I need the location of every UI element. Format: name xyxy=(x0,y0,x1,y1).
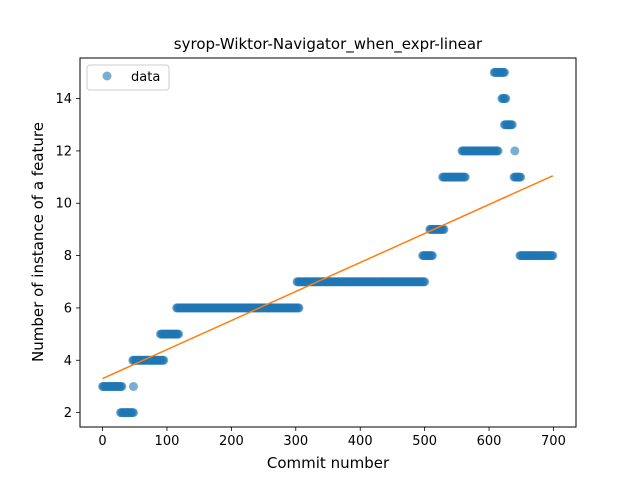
x-axis-label: Commit number xyxy=(267,454,390,472)
y-tick-label: 10 xyxy=(55,197,72,212)
y-tick-label: 6 xyxy=(64,301,72,316)
x-tick-label: 0 xyxy=(98,434,106,449)
data-point xyxy=(128,381,138,391)
data-point xyxy=(493,146,503,156)
x-tick-label: 100 xyxy=(155,434,180,449)
data-point xyxy=(117,381,127,391)
fit-line xyxy=(102,175,554,380)
data-point xyxy=(174,329,184,339)
data-point xyxy=(501,94,511,104)
legend-marker xyxy=(102,71,112,81)
chart-title: syrop-Wiktor-Navigator_when_expr-linear xyxy=(174,35,483,54)
x-tick-label: 300 xyxy=(283,434,308,449)
data-point xyxy=(159,355,169,365)
plot-marks xyxy=(98,67,558,418)
data-point xyxy=(548,251,558,261)
data-point xyxy=(439,224,449,234)
data-point xyxy=(460,172,470,182)
y-tick-label: 4 xyxy=(64,354,72,369)
plot-frame xyxy=(79,57,577,428)
legend-label: data xyxy=(131,70,160,85)
x-tick-label: 200 xyxy=(219,434,244,449)
x-tick-label: 600 xyxy=(477,434,502,449)
y-axis-ticks: 2 4 6 8 10 12 14 xyxy=(55,92,80,421)
data-point xyxy=(510,146,520,156)
x-axis-ticks: 0 100 200 300 400 500 600 700 xyxy=(98,427,566,449)
data-point xyxy=(427,251,437,261)
x-tick-label: 700 xyxy=(541,434,566,449)
y-tick-label: 2 xyxy=(64,406,72,421)
x-tick-label: 400 xyxy=(348,434,373,449)
data-point xyxy=(507,120,517,130)
data-point xyxy=(516,172,526,182)
legend-box xyxy=(86,64,170,91)
y-axis-label: Number of instance of a feature xyxy=(29,122,47,362)
x-tick-label: 500 xyxy=(412,434,437,449)
y-tick-label: 12 xyxy=(55,144,72,159)
y-tick-label: 8 xyxy=(64,249,72,264)
legend: data xyxy=(86,64,170,91)
data-point xyxy=(128,408,138,418)
data-point xyxy=(500,67,509,77)
data-point xyxy=(420,277,430,287)
data-point xyxy=(294,303,304,313)
y-tick-label: 14 xyxy=(55,92,72,107)
